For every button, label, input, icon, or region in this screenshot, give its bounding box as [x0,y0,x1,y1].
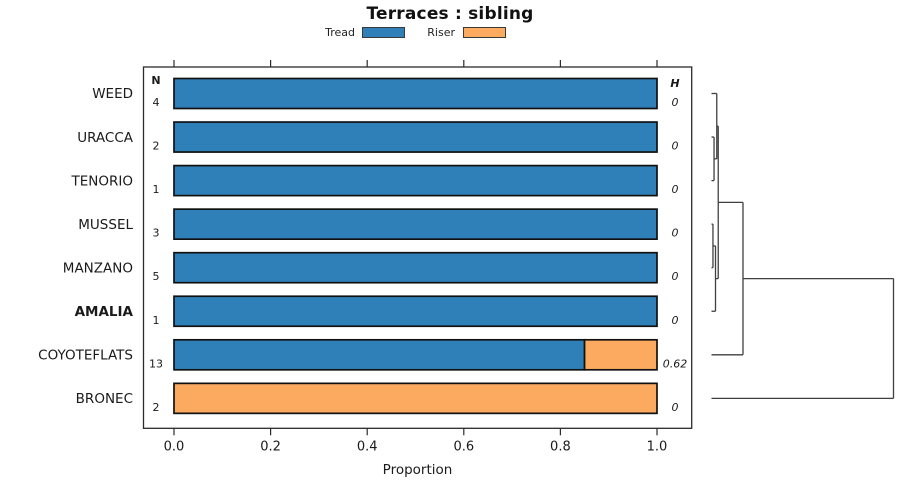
chart-title: Terraces : sibling [366,4,534,24]
n-value: 3 [153,227,160,240]
row-label: AMALIA [75,304,134,320]
row-label: MANZANO [63,260,133,276]
plot-frame [142,66,693,429]
h-value: 0.62 [663,357,688,370]
x-axis-tick-label: 0.4 [357,439,378,454]
dendrogram [711,92,895,400]
h-column-header: H [670,77,679,90]
row-label: COYOTEFLATS [38,348,133,364]
x-axis: 0.0 0.2 0.4 0.6 0.8 1.0 [164,60,668,454]
h-value: 0 [672,96,679,109]
bar-segment-riser [583,338,658,371]
bar-segment-tread [173,338,586,371]
plot-border [142,66,693,429]
n-value: 2 [153,140,160,153]
row-labels: WEED URACCA TENORIO MUSSEL MANZANO AMALIA COYO… [38,86,134,407]
h-value: 0 [672,401,679,414]
n-value: 2 [153,401,160,414]
bar-segment-tread [173,208,658,240]
h-value: 0 [672,140,679,153]
row-label: BRONEC [76,391,133,407]
h-value: 0 [672,227,679,240]
bar-segment-tread [173,164,658,197]
row-label: URACCA [77,130,134,146]
bars-group [173,77,658,415]
x-axis-tick-label: 0.2 [260,439,281,454]
legend-swatch-tread [362,27,405,38]
n-value: 5 [153,270,160,283]
h-value: 0 [672,183,679,196]
n-value: 4 [153,96,160,109]
bar-segment-tread [173,295,658,328]
bar-segment-tread [173,251,658,284]
legend-label-riser: Riser [427,26,455,39]
bar-segment-riser [173,382,658,415]
n-value: 1 [153,183,160,196]
n-value: 13 [149,357,163,370]
x-axis-tick-label: 0.8 [550,439,571,454]
x-axis-tick-label: 0.6 [453,439,474,454]
row-label: TENORIO [71,173,134,189]
value-columns: N H 4 0 2 0 1 0 3 0 5 0 1 0 13 0.62 2 0 [149,74,687,414]
h-value: 0 [672,314,679,327]
x-axis-title: Proportion [382,462,453,478]
x-axis-tick-label: 1.0 [647,439,668,454]
bar-segment-tread [173,77,658,110]
bar-segment-tread [173,121,658,153]
legend-label-tread: Tread [325,26,355,39]
h-value: 0 [672,270,679,283]
row-label: MUSSEL [78,217,133,233]
row-label: WEED [92,86,133,102]
n-column-header: N [151,74,160,87]
x-axis-tick-label: 0.0 [164,439,185,454]
legend-swatch-riser [463,27,506,38]
n-value: 1 [153,314,160,327]
